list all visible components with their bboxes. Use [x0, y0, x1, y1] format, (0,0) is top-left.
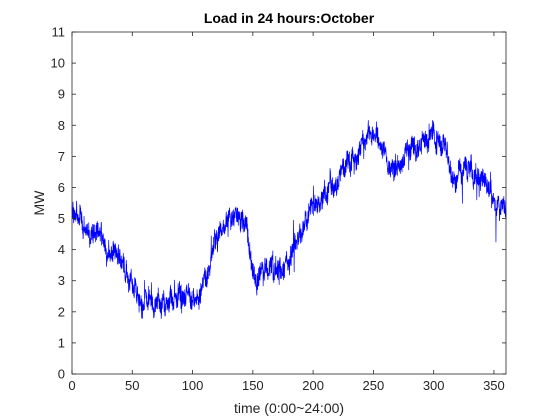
chart-title: Load in 24 hours:October — [204, 10, 375, 26]
y-tick-label: 1 — [58, 335, 65, 350]
y-tick-label: 4 — [58, 242, 65, 257]
y-tick-label: 3 — [58, 273, 65, 288]
y-tick-label: 11 — [52, 25, 66, 40]
x-axis-label: time (0:00~24:00) — [234, 400, 344, 416]
x-tick-label: 100 — [182, 378, 204, 393]
y-tick-label: 2 — [58, 304, 65, 319]
x-tick-label: 50 — [125, 378, 139, 393]
y-tick-label: 9 — [58, 87, 65, 102]
y-tick-label: 8 — [58, 118, 65, 133]
load-series-line — [71, 119, 507, 320]
series-layer — [71, 119, 507, 320]
x-tick-label: 250 — [363, 378, 385, 393]
plot-area-background — [72, 32, 506, 374]
x-tick-label: 200 — [302, 378, 324, 393]
y-tick-label: 10 — [51, 56, 65, 71]
y-tick-label: 5 — [58, 211, 65, 226]
y-axis-label: MW — [31, 190, 47, 216]
x-tick-label: 350 — [483, 378, 505, 393]
plot-area-frame — [71, 31, 507, 375]
tick-layer: 0 50 100 150 200 250 300 350 0 1 2 3 4 5 6 7 8 9 10 11 — [51, 25, 506, 393]
y-tick-label: 0 — [58, 367, 65, 382]
x-tick-label: 150 — [242, 378, 264, 393]
x-tick-label: 0 — [68, 378, 75, 393]
x-tick-label: 300 — [423, 378, 445, 393]
y-tick-label: 7 — [58, 149, 65, 164]
y-tick-label: 6 — [58, 180, 65, 195]
